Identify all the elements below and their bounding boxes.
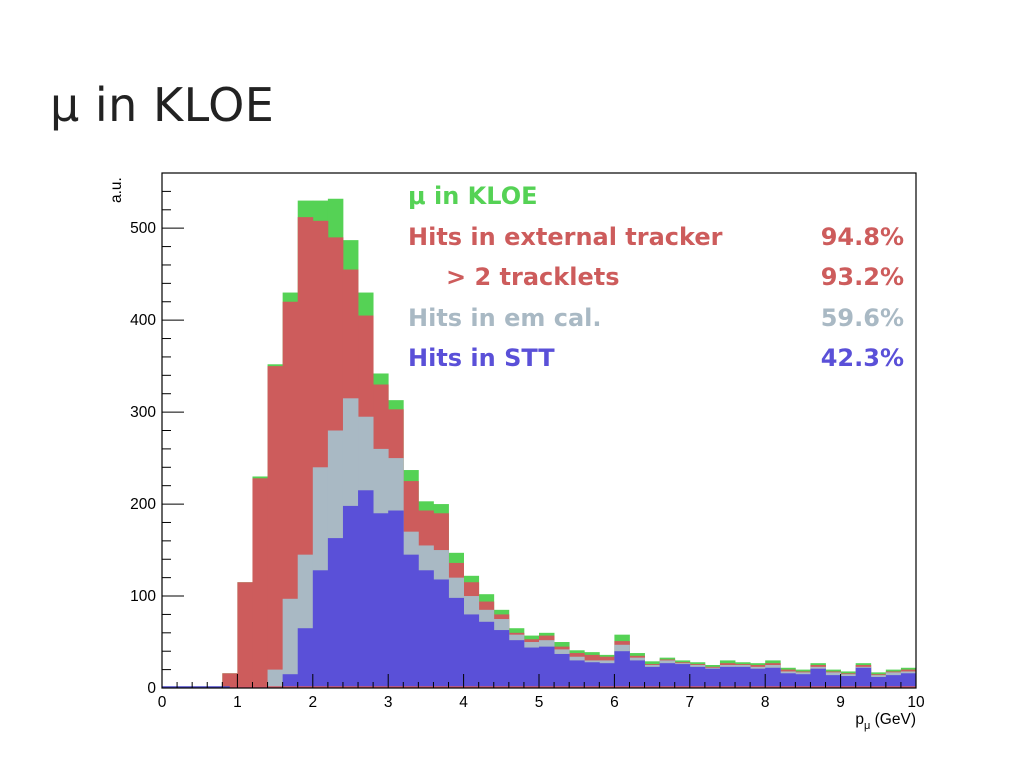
legend-label: Hits in em cal. (408, 303, 602, 332)
legend-percent: 42.3% (820, 344, 904, 372)
x-tick-label: 4 (459, 694, 468, 711)
bar (855, 667, 872, 688)
bar (795, 674, 811, 688)
x-tick-label: 5 (535, 694, 544, 711)
bar (252, 478, 268, 688)
bar (282, 674, 299, 688)
bar (508, 640, 525, 688)
legend-label: μ in KLOE (408, 182, 538, 210)
bar (599, 663, 615, 688)
x-axis-label: pμ (GeV) (855, 711, 916, 732)
bar (342, 505, 359, 688)
bar (463, 614, 480, 688)
y-tick-label: 100 (130, 588, 156, 605)
bar (614, 651, 630, 688)
bar (267, 366, 284, 689)
x-tick-label: 7 (685, 694, 694, 711)
x-tick-label: 3 (384, 694, 393, 711)
bar (885, 675, 902, 689)
bar (448, 597, 464, 689)
bar (750, 668, 766, 688)
bar (523, 647, 540, 688)
legend-row: Hits in STT 42.3% (408, 340, 908, 381)
y-tick-label: 400 (130, 312, 156, 329)
bar (237, 582, 253, 688)
bar (312, 570, 329, 688)
legend: μ in KLOE Hits in external tracker 94.8% > … (408, 178, 908, 381)
x-tick-label: 1 (233, 694, 242, 711)
bar (719, 666, 736, 688)
bar (689, 666, 706, 688)
bar (418, 570, 434, 688)
bar (825, 675, 841, 689)
bar (870, 676, 887, 688)
legend-label: > 2 tracklets (446, 263, 620, 291)
bar (539, 646, 555, 688)
bar (433, 579, 449, 688)
y-tick-label: 300 (130, 404, 156, 421)
x-tick-label: 0 (158, 694, 167, 711)
series-4 (282, 490, 917, 689)
bar (222, 673, 238, 688)
x-tick-label: 10 (907, 694, 925, 711)
bar (493, 630, 510, 688)
bar (840, 676, 857, 688)
legend-row: Hits in em cal. 59.6% (408, 300, 908, 341)
bar (327, 538, 344, 688)
x-tick-label: 2 (308, 694, 317, 711)
bar (282, 301, 299, 688)
bar (478, 621, 495, 688)
bar (674, 664, 691, 688)
bar (704, 668, 721, 688)
legend-label: Hits in STT (408, 344, 555, 372)
bar (765, 667, 781, 688)
x-tick-label: 9 (836, 694, 845, 711)
legend-label: Hits in external tracker (408, 222, 723, 251)
bar (373, 513, 389, 688)
bar (659, 663, 676, 688)
histogram-bars (162, 198, 917, 689)
bar (297, 628, 314, 688)
bar (900, 673, 917, 688)
bar (403, 554, 419, 688)
bar (629, 660, 645, 688)
bar (780, 673, 796, 688)
slide-title: μ in KLOE (50, 78, 275, 132)
x-tick-label: 6 (610, 694, 619, 711)
legend-percent: 94.8% (820, 222, 904, 251)
legend-row: μ in KLOE (408, 178, 908, 219)
bar (554, 653, 570, 688)
bar (388, 510, 404, 688)
legend-row: > 2 tracklets 93.2% (408, 259, 908, 300)
bar (569, 660, 585, 688)
x-tick-label: 8 (761, 694, 770, 711)
y-tick-label: 500 (130, 220, 156, 237)
bar (282, 598, 299, 688)
y-tick-label: 200 (130, 496, 156, 513)
bar (267, 669, 284, 688)
legend-percent: 59.6% (820, 303, 904, 332)
bar (735, 666, 751, 688)
axis-ticks (161, 172, 917, 689)
y-tick-label: 0 (147, 680, 156, 697)
legend-row: Hits in external tracker 94.8% (408, 219, 908, 260)
y-axis-label: a.u. (108, 177, 125, 203)
legend-percent: 93.2% (820, 263, 904, 291)
bar (358, 490, 374, 688)
bar (644, 666, 661, 688)
bar (810, 668, 826, 688)
bar (584, 662, 600, 688)
